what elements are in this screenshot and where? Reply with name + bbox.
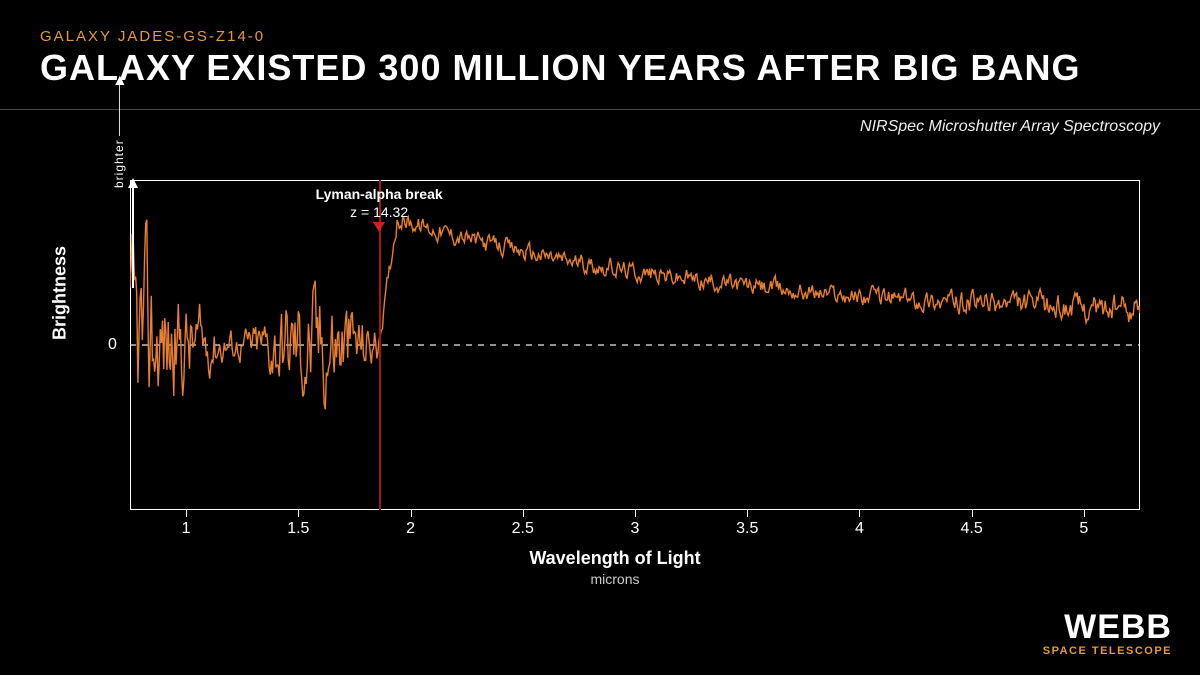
x-tick: 3 <box>631 520 640 538</box>
page-title: GALAXY EXISTED 300 MILLION YEARS AFTER B… <box>40 47 1160 89</box>
x-tick: 4 <box>855 520 864 538</box>
y-zero-tick: 0 <box>108 336 117 354</box>
spectrum-chart: Brightness brighter ──────▶ 0 Lyman-alph… <box>70 170 1160 590</box>
x-tick: 1 <box>182 520 191 538</box>
x-tick: 2 <box>406 520 415 538</box>
galaxy-id-subtitle: GALAXY JADES-GS-Z14-0 <box>40 28 1160 45</box>
spectrum-line <box>130 180 1140 510</box>
x-tick: 3.5 <box>736 520 758 538</box>
x-tick: 2.5 <box>512 520 534 538</box>
lyman-break-label: Lyman-alpha break z = 14.32 <box>316 186 443 221</box>
y-axis-label: Brightness <box>50 246 71 340</box>
x-tick: 4.5 <box>961 520 983 538</box>
instrument-label: NIRSpec Microshutter Array Spectroscopy <box>860 118 1160 136</box>
y-axis-arrow-label: brighter ──────▶ <box>112 76 126 188</box>
x-tick: 5 <box>1079 520 1088 538</box>
lyman-break-marker-icon <box>373 222 385 232</box>
y-axis-arrow-icon <box>128 178 138 188</box>
webb-logo: WEBB SPACE TELESCOPE <box>1043 610 1172 657</box>
x-axis-label: Wavelength of Light microns <box>529 548 700 587</box>
x-tick: 1.5 <box>287 520 309 538</box>
header-rule <box>0 109 1200 110</box>
